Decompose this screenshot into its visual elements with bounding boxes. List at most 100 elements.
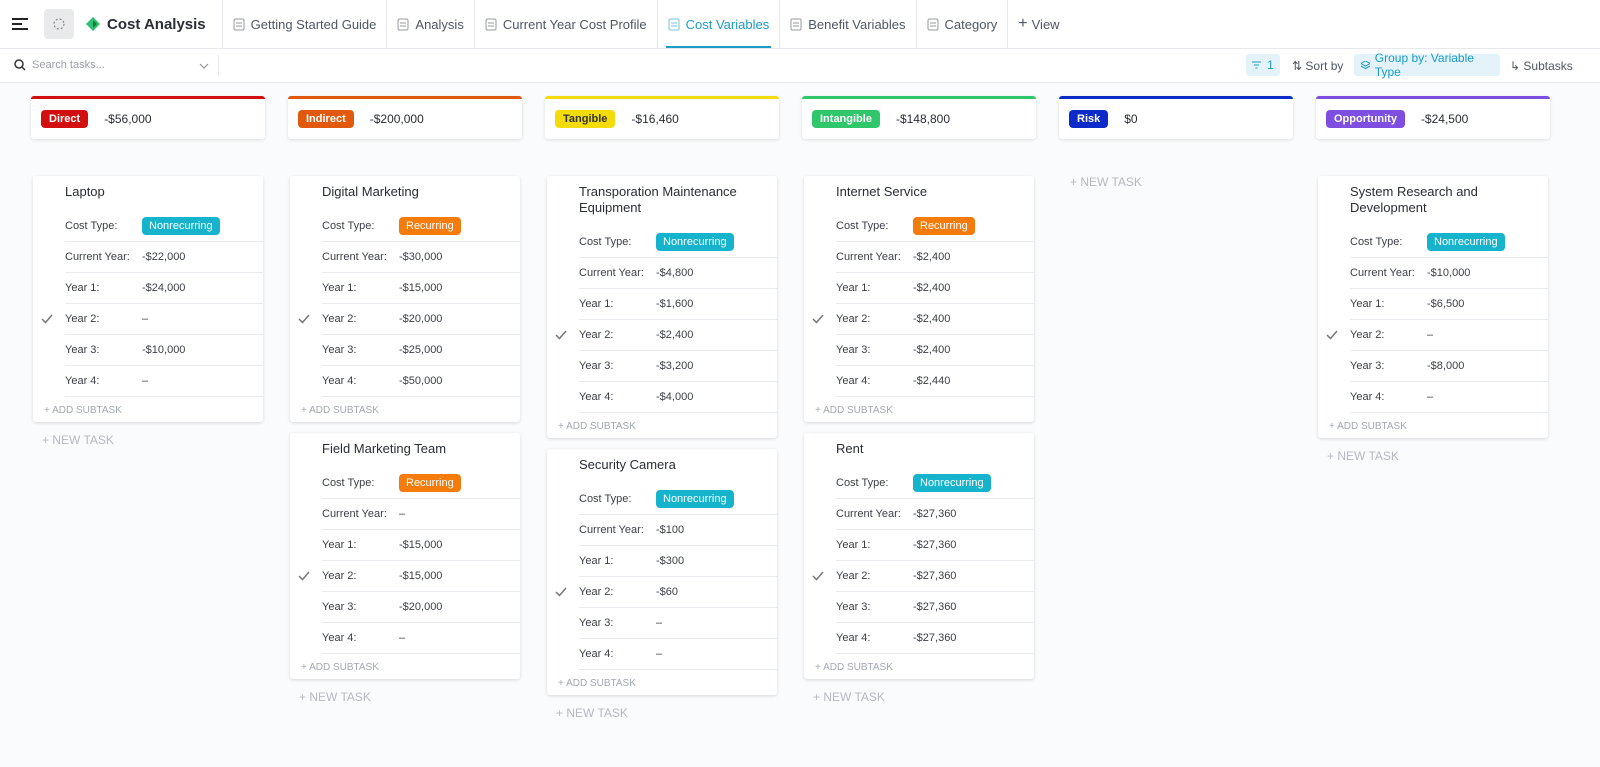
tab[interactable]: Cost Variables bbox=[656, 0, 780, 48]
add-subtask[interactable]: + ADD SUBTASK bbox=[558, 421, 636, 432]
field-label: Year 4: bbox=[322, 375, 357, 387]
task-card[interactable]: Field Marketing Team Cost Type: Recurring C… bbox=[290, 433, 520, 679]
group-button[interactable]: Group by: Variable Type bbox=[1354, 51, 1500, 79]
field-row: Year 2: -$15,000 bbox=[322, 561, 520, 592]
task-card[interactable]: Transporation Maintenance Equipment Cost … bbox=[547, 176, 777, 438]
new-task[interactable]: + NEW TASK bbox=[42, 433, 114, 447]
check-icon[interactable] bbox=[555, 327, 567, 345]
new-task[interactable]: + NEW TASK bbox=[813, 690, 885, 704]
sort-button[interactable]: ⇅ Sort by bbox=[1292, 59, 1344, 73]
filter-button[interactable]: 1 bbox=[1246, 54, 1280, 76]
task-card[interactable]: Digital Marketing Cost Type: Recurring Curr… bbox=[290, 176, 520, 422]
task-card[interactable]: Security Camera Cost Type: Nonrecurring Cur… bbox=[547, 449, 777, 695]
task-title: Digital Marketing bbox=[322, 184, 419, 199]
search-icon bbox=[14, 59, 26, 71]
group-label: Group by: Variable Type bbox=[1374, 51, 1474, 79]
field-value: – bbox=[399, 632, 406, 644]
field-row: Cost Type: Recurring bbox=[322, 467, 520, 499]
field-label: Year 1: bbox=[579, 555, 614, 567]
check-icon[interactable] bbox=[1326, 327, 1338, 345]
field-row: Year 1: -$300 bbox=[579, 546, 777, 577]
task-card[interactable]: Rent Cost Type: Nonrecurring Current Year: -… bbox=[804, 433, 1034, 679]
group-total: -$16,460 bbox=[631, 112, 679, 126]
field-row: Cost Type: Nonrecurring bbox=[579, 483, 777, 515]
field-label: Current Year: bbox=[836, 508, 901, 520]
field-row: Cost Type: Recurring bbox=[836, 210, 1034, 242]
search-input[interactable]: Search tasks... bbox=[32, 59, 105, 71]
cost-type[interactable]: Nonrecurring bbox=[656, 232, 734, 251]
task-card[interactable]: Laptop Cost Type: Nonrecurring Current Year… bbox=[33, 176, 263, 422]
add-subtask[interactable]: + ADD SUBTASK bbox=[558, 678, 636, 689]
space-icon[interactable] bbox=[44, 9, 74, 39]
column: Tangible -$16,460 Transporation Maintenanc… bbox=[545, 96, 779, 720]
field-label: Year 2: bbox=[322, 313, 357, 325]
field-label: Cost Type: bbox=[322, 219, 375, 232]
field-label: Cost Type: bbox=[836, 219, 889, 232]
cost-type[interactable]: Nonrecurring bbox=[913, 473, 991, 492]
field-label: Year 2: bbox=[1350, 329, 1385, 341]
field-row: Cost Type: Nonrecurring bbox=[1350, 226, 1548, 258]
tab[interactable]: Category bbox=[915, 0, 1008, 48]
cost-type[interactable]: Recurring bbox=[399, 473, 461, 492]
field-value: -$2,440 bbox=[913, 375, 951, 387]
list-title: Cost Analysis bbox=[107, 15, 206, 33]
tab[interactable]: Current Year Cost Profile bbox=[473, 0, 657, 48]
field-label: Year 3: bbox=[836, 601, 871, 613]
check-icon[interactable] bbox=[812, 311, 824, 329]
add-subtask[interactable]: + ADD SUBTASK bbox=[301, 405, 379, 416]
field-value: – bbox=[656, 648, 663, 660]
field-row: Year 1: -$15,000 bbox=[322, 273, 520, 304]
field-row: Year 1: -$27,360 bbox=[836, 530, 1034, 561]
field-label: Year 3: bbox=[65, 344, 100, 356]
field-row: Year 2: -$20,000 bbox=[322, 304, 520, 335]
tabs: Getting Started Guide Analysis Current Yea… bbox=[221, 0, 1008, 48]
column-header: Risk $0 bbox=[1059, 96, 1293, 139]
check-icon[interactable] bbox=[555, 584, 567, 602]
field-label: Current Year: bbox=[579, 267, 644, 279]
menu-icon[interactable] bbox=[12, 17, 30, 31]
add-subtask[interactable]: + ADD SUBTASK bbox=[301, 662, 379, 673]
add-subtask[interactable]: + ADD SUBTASK bbox=[815, 405, 893, 416]
check-icon[interactable] bbox=[41, 311, 53, 329]
field-label: Year 4: bbox=[322, 632, 357, 644]
field-value: -$4,800 bbox=[656, 267, 694, 279]
subtasks-button[interactable]: ↳ Subtasks bbox=[1510, 59, 1573, 73]
check-icon[interactable] bbox=[812, 568, 824, 586]
filter-count: 1 bbox=[1267, 58, 1274, 72]
add-subtask[interactable]: + ADD SUBTASK bbox=[815, 662, 893, 673]
field-label: Year 4: bbox=[579, 391, 614, 403]
task-card[interactable]: Internet Service Cost Type: Recurring Curre… bbox=[804, 176, 1034, 422]
cost-type[interactable]: Nonrecurring bbox=[656, 489, 734, 508]
check-icon[interactable] bbox=[298, 311, 310, 329]
field-value: -$27,360 bbox=[913, 539, 957, 551]
new-task[interactable]: + NEW TASK bbox=[556, 706, 628, 720]
add-view[interactable]: + View bbox=[1007, 0, 1069, 48]
task-title: Transporation Maintenance Equipment bbox=[579, 184, 737, 215]
column: Risk $0 + NEW TASK bbox=[1059, 96, 1293, 720]
new-task[interactable]: + NEW TASK bbox=[1327, 449, 1399, 463]
field-value: -$27,360 bbox=[913, 632, 957, 644]
tab[interactable]: Benefit Variables bbox=[779, 0, 915, 48]
field-row: Current Year: -$22,000 bbox=[65, 242, 263, 273]
tab[interactable]: Analysis bbox=[386, 0, 473, 48]
field-value: – bbox=[1427, 391, 1434, 403]
check-icon[interactable] bbox=[298, 568, 310, 586]
cost-type[interactable]: Nonrecurring bbox=[142, 216, 220, 235]
cost-type[interactable]: Nonrecurring bbox=[1427, 232, 1505, 251]
new-task[interactable]: + NEW TASK bbox=[299, 690, 371, 704]
add-subtask[interactable]: + ADD SUBTASK bbox=[1329, 421, 1407, 432]
tab-label: Current Year Cost Profile bbox=[502, 16, 647, 32]
field-label: Cost Type: bbox=[322, 476, 375, 489]
cost-type[interactable]: Recurring bbox=[913, 216, 975, 235]
new-task[interactable]: + NEW TASK bbox=[1070, 175, 1142, 189]
add-subtask[interactable]: + ADD SUBTASK bbox=[44, 405, 122, 416]
chevron[interactable] bbox=[199, 63, 209, 69]
group-total: -$200,000 bbox=[369, 112, 424, 126]
column-header: Opportunity -$24,500 bbox=[1316, 96, 1550, 139]
field-row: Current Year: – bbox=[322, 499, 520, 530]
field-label: Year 1: bbox=[322, 539, 357, 551]
task-card[interactable]: System Research and Development Cost Type… bbox=[1318, 176, 1548, 438]
group-total: -$56,000 bbox=[104, 112, 152, 126]
tab[interactable]: Getting Started Guide bbox=[221, 0, 387, 48]
cost-type[interactable]: Recurring bbox=[399, 216, 461, 235]
